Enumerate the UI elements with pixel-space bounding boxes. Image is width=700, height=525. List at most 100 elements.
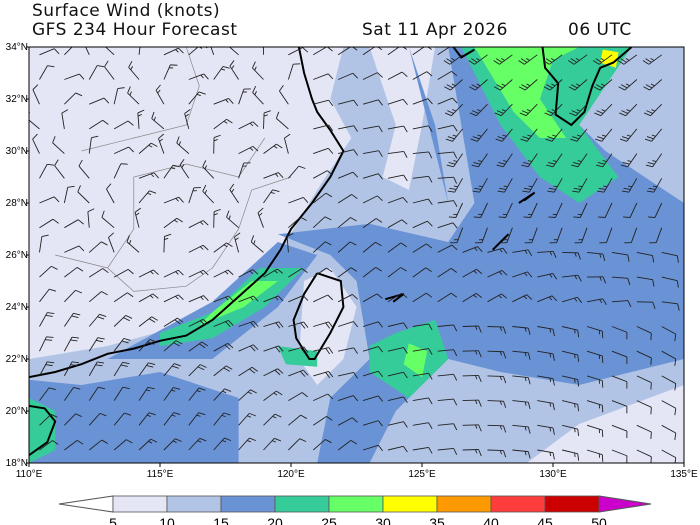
barb-feather [87, 208, 95, 213]
barb-feather [300, 216, 307, 221]
barb-staff [188, 295, 204, 303]
wind-barb [512, 375, 531, 385]
coastline [452, 47, 475, 59]
barb-staff [284, 137, 289, 154]
barb-feather [499, 425, 503, 430]
wind-barb [288, 392, 308, 401]
barb-feather [273, 145, 278, 149]
barb-staff [487, 326, 504, 328]
barb-feather [221, 414, 226, 418]
barb-staff [552, 153, 563, 168]
barb-feather [426, 71, 433, 77]
wind-barb [238, 320, 259, 328]
barb-feather [252, 121, 259, 127]
barb-staff [263, 390, 277, 401]
barb-feather [141, 41, 145, 42]
wind-barb [537, 273, 558, 280]
barb-feather [499, 326, 503, 331]
barb-feather [274, 369, 281, 376]
barb-feather [225, 296, 229, 301]
barb-staff [337, 417, 353, 426]
wind-barb [544, 103, 563, 117]
wind-barb [337, 217, 357, 229]
barb-feather [52, 218, 59, 224]
barb-staff [500, 103, 513, 117]
barb-feather [476, 57, 481, 61]
wind-barb [88, 65, 105, 80]
wind-barb [387, 445, 408, 453]
barb-feather [471, 164, 479, 168]
wind-barb [512, 400, 531, 410]
barb-feather [550, 57, 555, 61]
wind-barb [263, 295, 284, 303]
barb-feather [254, 91, 257, 96]
barb-staff [88, 313, 100, 327]
wind-barb [176, 136, 190, 154]
barb-feather [546, 164, 554, 168]
colorbar-swatch [544, 495, 600, 513]
wind-barb [113, 439, 133, 451]
wind-barb [54, 159, 65, 179]
barb-staff [313, 73, 329, 80]
barb-feather [552, 353, 555, 361]
wind-barb [473, 202, 488, 218]
barb-staff [64, 92, 77, 105]
barb-feather [150, 271, 154, 275]
barb-staff [562, 350, 578, 356]
wind-barb [611, 350, 628, 364]
barb-feather [221, 68, 226, 71]
wind-barb [213, 98, 234, 105]
wind-barb [537, 424, 555, 435]
barb-feather [552, 403, 555, 411]
barb-staff [437, 324, 454, 327]
barb-staff [412, 243, 427, 253]
barb-feather [552, 251, 557, 258]
barb-feather [171, 389, 176, 392]
wind-barb [252, 61, 264, 80]
barb-feather [450, 292, 458, 298]
barb-feather [198, 387, 206, 391]
barb-staff [288, 216, 301, 229]
barb-feather [249, 122, 254, 127]
barb-feather [127, 120, 134, 126]
wind-barb [138, 386, 155, 401]
barb-feather [473, 162, 481, 165]
barb-feather [452, 109, 457, 112]
barb-feather [375, 241, 382, 247]
wind-barb [387, 125, 408, 133]
barb-feather [73, 312, 81, 316]
barb-feather [224, 437, 232, 442]
barb-feather [447, 190, 455, 193]
barb-staff [512, 271, 528, 278]
barb-staff [338, 125, 354, 130]
barb-staff [462, 246, 478, 253]
wind-barb [586, 326, 604, 339]
barb-feather [129, 91, 132, 96]
barb-staff [562, 296, 578, 303]
barb-feather [499, 351, 503, 356]
barb-feather [225, 99, 229, 103]
barb-feather [473, 270, 478, 274]
barb-feather [525, 57, 530, 61]
coastline [385, 293, 405, 303]
barb-staff [577, 153, 588, 168]
barb-feather [128, 146, 135, 153]
wind-barb [313, 147, 334, 155]
barb-staff [550, 103, 563, 117]
barb-feather [328, 124, 334, 132]
barb-feather [576, 83, 581, 87]
barb-feather [263, 110, 271, 114]
barb-staff [449, 54, 463, 65]
wind-barb [623, 202, 638, 218]
wind-barb [661, 301, 680, 311]
barb-feather [353, 372, 358, 379]
barb-staff [108, 237, 115, 253]
barb-staff [155, 90, 165, 105]
wind-barb [636, 400, 652, 415]
barb-feather [47, 312, 55, 315]
barb-staff [338, 395, 354, 402]
barb-feather [496, 110, 504, 114]
barb-feather [247, 391, 252, 395]
barb-feather [522, 136, 530, 140]
barb-feather [547, 136, 555, 140]
